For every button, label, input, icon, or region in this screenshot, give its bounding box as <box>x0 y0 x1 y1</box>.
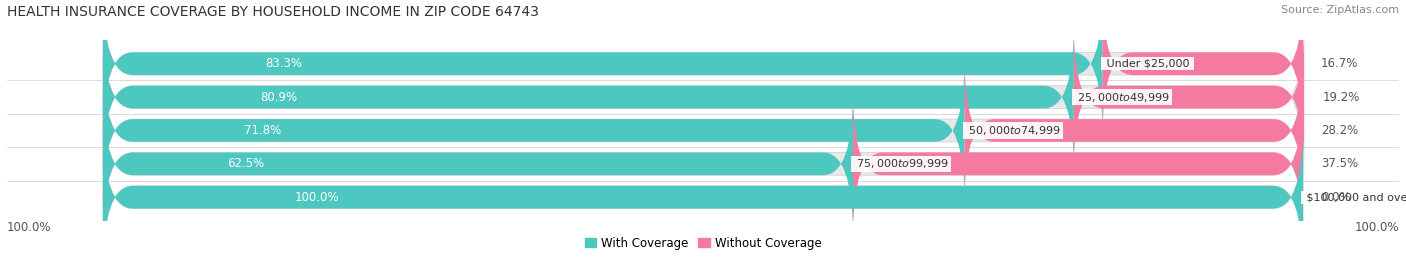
Text: 37.5%: 37.5% <box>1322 157 1358 170</box>
Text: 62.5%: 62.5% <box>228 157 264 170</box>
Text: Under $25,000: Under $25,000 <box>1102 59 1192 69</box>
FancyBboxPatch shape <box>103 25 1074 169</box>
Text: 28.2%: 28.2% <box>1322 124 1358 137</box>
FancyBboxPatch shape <box>103 25 1303 169</box>
FancyBboxPatch shape <box>103 58 1303 203</box>
FancyBboxPatch shape <box>965 58 1303 203</box>
FancyBboxPatch shape <box>103 58 965 203</box>
FancyBboxPatch shape <box>1074 25 1305 169</box>
FancyBboxPatch shape <box>853 92 1303 236</box>
FancyBboxPatch shape <box>103 0 1303 136</box>
Text: 16.7%: 16.7% <box>1322 57 1358 70</box>
FancyBboxPatch shape <box>103 125 1303 269</box>
Text: 19.2%: 19.2% <box>1322 91 1360 104</box>
FancyBboxPatch shape <box>1102 0 1303 136</box>
Text: 80.9%: 80.9% <box>260 91 298 104</box>
Text: $25,000 to $49,999: $25,000 to $49,999 <box>1074 91 1171 104</box>
Text: HEALTH INSURANCE COVERAGE BY HOUSEHOLD INCOME IN ZIP CODE 64743: HEALTH INSURANCE COVERAGE BY HOUSEHOLD I… <box>7 5 538 19</box>
Legend: With Coverage, Without Coverage: With Coverage, Without Coverage <box>579 232 827 254</box>
Text: 100.0%: 100.0% <box>7 221 52 233</box>
Text: $75,000 to $99,999: $75,000 to $99,999 <box>853 157 949 170</box>
Text: 0.0%: 0.0% <box>1322 191 1351 204</box>
Text: 71.8%: 71.8% <box>245 124 281 137</box>
FancyBboxPatch shape <box>103 0 1102 136</box>
Text: Source: ZipAtlas.com: Source: ZipAtlas.com <box>1281 5 1399 15</box>
Text: $50,000 to $74,999: $50,000 to $74,999 <box>965 124 1062 137</box>
Text: 100.0%: 100.0% <box>1354 221 1399 233</box>
FancyBboxPatch shape <box>103 125 1303 269</box>
Text: $100,000 and over: $100,000 and over <box>1303 192 1406 202</box>
Text: 83.3%: 83.3% <box>264 57 302 70</box>
FancyBboxPatch shape <box>103 92 1303 236</box>
FancyBboxPatch shape <box>103 92 853 236</box>
Text: 100.0%: 100.0% <box>295 191 339 204</box>
